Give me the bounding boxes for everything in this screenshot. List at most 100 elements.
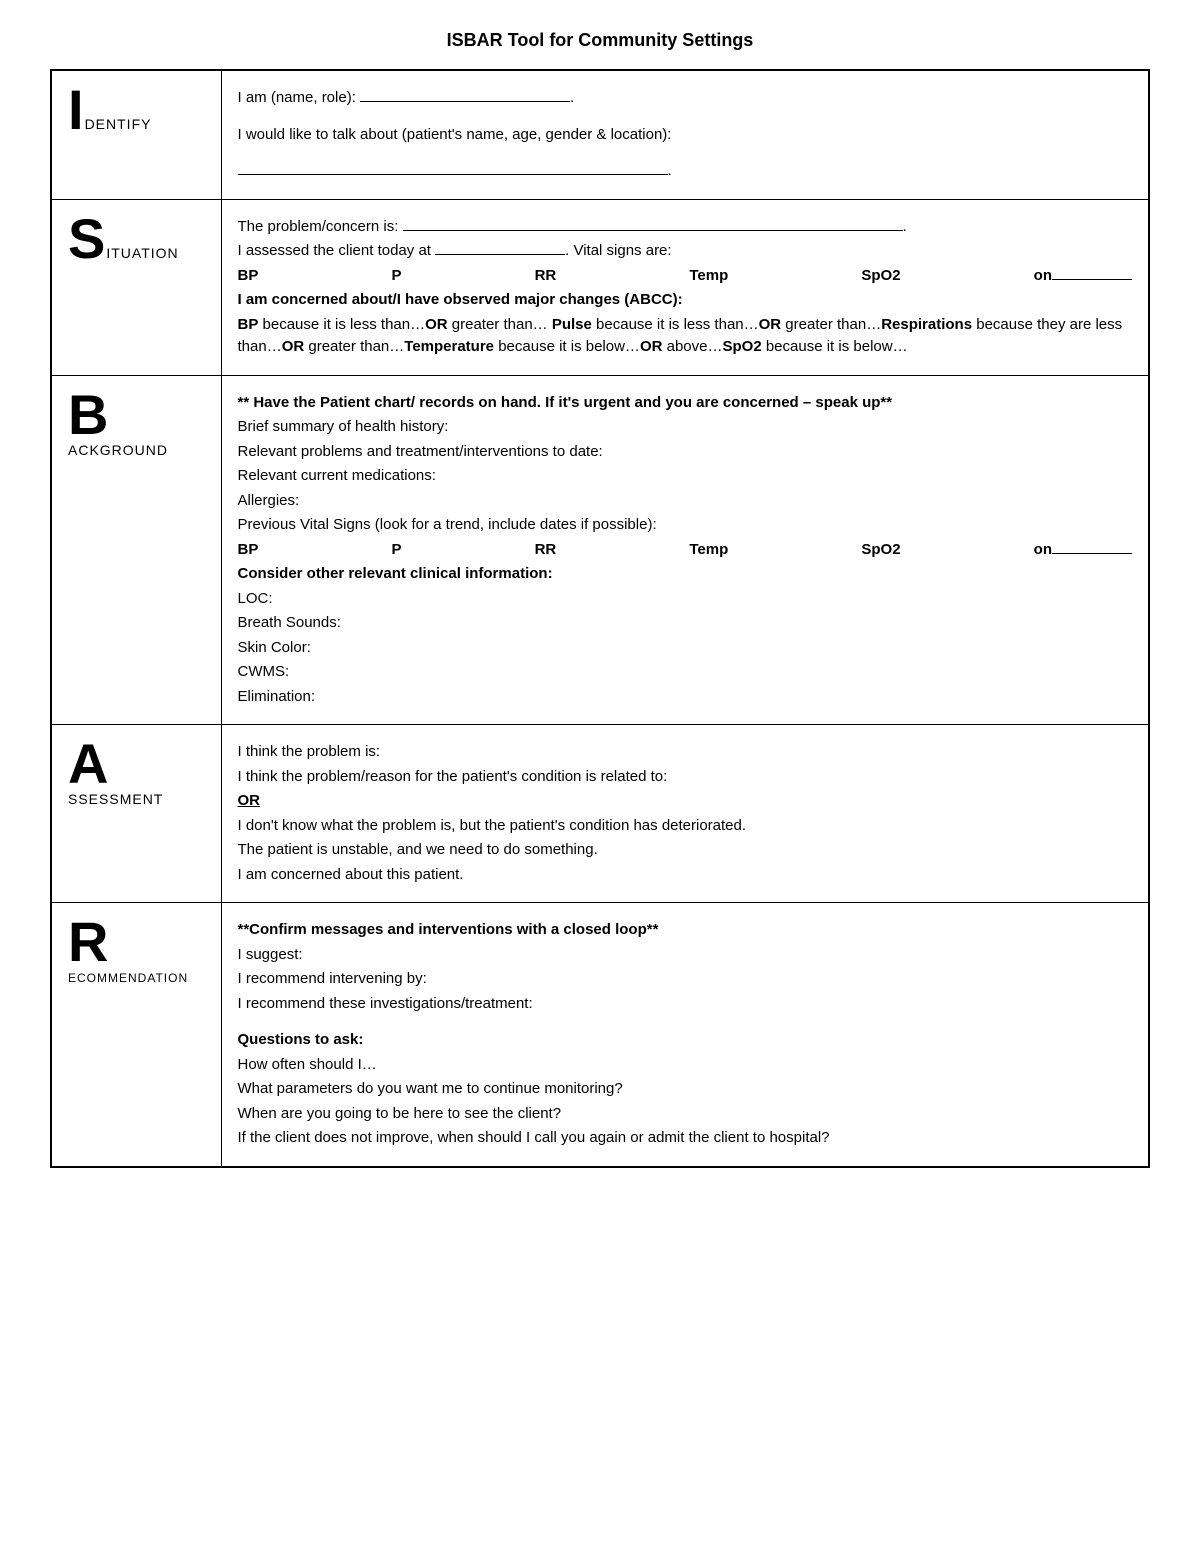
- s-c1a: BP: [238, 316, 259, 333]
- content-assessment: I think the problem is: I think the prob…: [221, 725, 1149, 903]
- row-background: B ACKGROUND ** Have the Patient chart/ re…: [51, 375, 1149, 725]
- as-or: OR: [238, 790, 1133, 813]
- row-recommendation: R ECOMMENDATION **Confirm messages and in…: [51, 903, 1149, 1167]
- rec-r3: I recommend these investigations/treatme…: [238, 993, 1133, 1016]
- label-situation-rest: ITUATION: [106, 245, 178, 261]
- s-c4c: OR: [640, 338, 663, 355]
- situation-blank-concern[interactable]: [403, 216, 903, 231]
- s-c4d: above…: [662, 338, 722, 355]
- letter-s: S: [68, 214, 106, 264]
- rec-r1: I suggest:: [238, 944, 1133, 967]
- s-c1c: OR: [425, 316, 448, 333]
- rec-q4: If the client does not improve, when sho…: [238, 1127, 1133, 1150]
- identify-line2: I would like to talk about (patient's na…: [238, 124, 1133, 147]
- as-a5: I am concerned about this patient.: [238, 864, 1133, 887]
- letter-r: R: [68, 917, 109, 967]
- s-c2b: because it is less than…: [592, 316, 759, 333]
- situation-l1-pre: The problem/concern is:: [238, 218, 403, 235]
- s-c5a: SpO2: [722, 338, 761, 355]
- situation-vitals-row: BP P RR Temp SpO2 on: [238, 265, 1133, 288]
- bg-b1: Brief summary of health history:: [238, 416, 1133, 439]
- s-c3c: OR: [282, 338, 305, 355]
- row-situation: SITUATION The problem/concern is: . I as…: [51, 199, 1149, 375]
- bg-vital-on: on: [1034, 541, 1052, 558]
- vital-p: P: [391, 265, 401, 288]
- identify-blank-name[interactable]: [360, 87, 570, 102]
- label-situation: SITUATION: [51, 199, 221, 375]
- page-title: ISBAR Tool for Community Settings: [50, 30, 1150, 51]
- row-assessment: A SSESSMENT I think the problem is: I thi…: [51, 725, 1149, 903]
- bg-b6: Consider other relevant clinical informa…: [238, 563, 1133, 586]
- label-background: B ACKGROUND: [51, 375, 221, 725]
- s-c4a: Temperature: [404, 338, 494, 355]
- letter-i: I: [68, 85, 85, 135]
- rec-q3: When are you going to be here to see the…: [238, 1103, 1133, 1126]
- s-c5b: because it is below…: [762, 338, 908, 355]
- bg-b8: Breath Sounds:: [238, 612, 1133, 635]
- letter-b: B: [68, 390, 109, 440]
- bg-vital-rr: RR: [535, 539, 557, 562]
- situation-blank-time[interactable]: [435, 240, 565, 255]
- s-c2a: Pulse: [552, 316, 592, 333]
- as-a4: The patient is unstable, and we need to …: [238, 839, 1133, 862]
- vital-bp: BP: [238, 265, 259, 288]
- s-c2c: OR: [759, 316, 782, 333]
- identify-line3-post: .: [668, 162, 672, 179]
- identify-line1-pre: I am (name, role):: [238, 89, 361, 106]
- bg-vital-temp: Temp: [689, 539, 728, 562]
- s-c3a: Respirations: [881, 316, 972, 333]
- as-a2: I think the problem/reason for the patie…: [238, 766, 1133, 789]
- content-situation: The problem/concern is: . I assessed the…: [221, 199, 1149, 375]
- rec-q2: What parameters do you want me to contin…: [238, 1078, 1133, 1101]
- situation-concern-body: BP because it is less than…OR greater th…: [238, 314, 1133, 359]
- identify-line1-post: .: [570, 89, 574, 106]
- as-a3: I don't know what the problem is, but th…: [238, 815, 1133, 838]
- content-background: ** Have the Patient chart/ records on ha…: [221, 375, 1149, 725]
- row-identify: IDENTIFY I am (name, role): . I would li…: [51, 70, 1149, 199]
- bg-b5: Previous Vital Signs (look for a trend, …: [238, 514, 1133, 537]
- as-a1: I think the problem is:: [238, 741, 1133, 764]
- bg-vital-p: P: [391, 539, 401, 562]
- label-identify: IDENTIFY: [51, 70, 221, 199]
- label-recommendation-rest: ECOMMENDATION: [68, 971, 188, 985]
- situation-blank-on[interactable]: [1052, 265, 1132, 280]
- vital-temp: Temp: [689, 265, 728, 288]
- s-c2d: greater than…: [781, 316, 881, 333]
- vital-spo2: SpO2: [861, 265, 900, 288]
- isbar-table: IDENTIFY I am (name, role): . I would li…: [50, 69, 1150, 1168]
- bg-vital-bp: BP: [238, 539, 259, 562]
- bg-b11: Elimination:: [238, 686, 1133, 709]
- situation-l1-post: .: [903, 218, 907, 235]
- vital-on: on: [1034, 267, 1052, 284]
- rec-alert: **Confirm messages and interventions wit…: [238, 919, 1133, 942]
- bg-b4: Allergies:: [238, 490, 1133, 513]
- label-background-rest: ACKGROUND: [68, 442, 168, 458]
- s-c3d: greater than…: [304, 338, 404, 355]
- content-recommendation: **Confirm messages and interventions wit…: [221, 903, 1149, 1167]
- rec-r2: I recommend intervening by:: [238, 968, 1133, 991]
- identify-blank-patient[interactable]: [238, 160, 668, 175]
- bg-b9: Skin Color:: [238, 637, 1133, 660]
- bg-b10: CWMS:: [238, 661, 1133, 684]
- s-c4b: because it is below…: [494, 338, 640, 355]
- letter-a: A: [68, 739, 109, 789]
- bg-b2: Relevant problems and treatment/interven…: [238, 441, 1133, 464]
- vital-rr: RR: [535, 265, 557, 288]
- label-assessment: A SSESSMENT: [51, 725, 221, 903]
- bg-blank-on[interactable]: [1052, 539, 1132, 554]
- label-identify-rest: DENTIFY: [85, 116, 152, 132]
- rec-qheader: Questions to ask:: [238, 1029, 1133, 1052]
- bg-b3: Relevant current medications:: [238, 465, 1133, 488]
- s-c1d: greater than…: [448, 316, 552, 333]
- label-assessment-rest: SSESSMENT: [68, 791, 163, 807]
- situation-l2-pre: I assessed the client today at: [238, 242, 436, 259]
- situation-l2-post: . Vital signs are:: [565, 242, 671, 259]
- situation-concern-header: I am concerned about/I have observed maj…: [238, 289, 1133, 312]
- background-alert: ** Have the Patient chart/ records on ha…: [238, 392, 1133, 415]
- label-recommendation: R ECOMMENDATION: [51, 903, 221, 1167]
- bg-b7: LOC:: [238, 588, 1133, 611]
- bg-vital-spo2: SpO2: [861, 539, 900, 562]
- content-identify: I am (name, role): . I would like to tal…: [221, 70, 1149, 199]
- rec-q1: How often should I…: [238, 1054, 1133, 1077]
- s-c1b: because it is less than…: [258, 316, 425, 333]
